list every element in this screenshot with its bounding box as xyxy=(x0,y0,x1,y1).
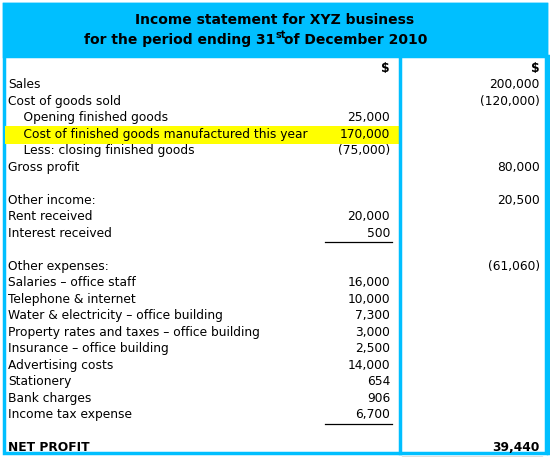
Text: 39,440: 39,440 xyxy=(493,441,540,454)
Text: 25,000: 25,000 xyxy=(347,111,390,124)
Text: Cost of finished goods manufactured this year: Cost of finished goods manufactured this… xyxy=(8,128,307,141)
Text: 200,000: 200,000 xyxy=(490,78,540,91)
Text: 10,000: 10,000 xyxy=(348,293,390,306)
Text: 500: 500 xyxy=(367,227,390,240)
Text: Telephone & internet: Telephone & internet xyxy=(8,293,136,306)
Text: 6,700: 6,700 xyxy=(355,408,390,421)
Text: 170,000: 170,000 xyxy=(340,128,390,141)
Text: 906: 906 xyxy=(367,392,390,405)
Text: Less: closing finished goods: Less: closing finished goods xyxy=(8,144,195,157)
Text: Property rates and taxes – office building: Property rates and taxes – office buildi… xyxy=(8,326,260,339)
Text: Stationery: Stationery xyxy=(8,375,72,388)
Text: Sales: Sales xyxy=(8,78,41,91)
Text: for the period ending 31 of December 2010: for the period ending 31 of December 201… xyxy=(105,33,445,47)
Text: 20,500: 20,500 xyxy=(497,194,540,207)
Text: Insurance – office building: Insurance – office building xyxy=(8,342,169,355)
Text: Other income:: Other income: xyxy=(8,194,96,207)
Text: 654: 654 xyxy=(367,375,390,388)
Text: Water & electricity – office building: Water & electricity – office building xyxy=(8,309,223,322)
Text: Rent received: Rent received xyxy=(8,210,92,223)
Text: Advertising costs: Advertising costs xyxy=(8,359,113,372)
Text: Salaries – office staff: Salaries – office staff xyxy=(8,276,136,289)
Text: st: st xyxy=(275,30,285,40)
Text: (120,000): (120,000) xyxy=(480,95,540,108)
Text: Other expenses:: Other expenses: xyxy=(8,260,109,273)
Text: 16,000: 16,000 xyxy=(348,276,390,289)
Text: (61,060): (61,060) xyxy=(488,260,540,273)
Text: of December 2010: of December 2010 xyxy=(279,33,427,47)
Text: for the period ending 31: for the period ending 31 xyxy=(84,33,275,47)
Text: 7,300: 7,300 xyxy=(355,309,390,322)
Text: 2,500: 2,500 xyxy=(355,342,390,355)
Text: Cost of goods sold: Cost of goods sold xyxy=(8,95,121,108)
Text: $: $ xyxy=(531,62,540,75)
Text: Income statement for XYZ business: Income statement for XYZ business xyxy=(135,13,415,27)
Text: Bank charges: Bank charges xyxy=(8,392,91,405)
Bar xyxy=(5,126,400,144)
Text: 20,000: 20,000 xyxy=(348,210,390,223)
Text: Opening finished goods: Opening finished goods xyxy=(8,111,168,124)
Text: 80,000: 80,000 xyxy=(497,161,540,174)
Text: 3,000: 3,000 xyxy=(355,326,390,339)
Bar xyxy=(4,4,546,56)
Text: Gross profit: Gross profit xyxy=(8,161,79,174)
Text: (75,000): (75,000) xyxy=(338,144,390,157)
Text: NET PROFIT: NET PROFIT xyxy=(8,441,90,454)
Text: Interest received: Interest received xyxy=(8,227,112,240)
Text: $: $ xyxy=(381,62,390,75)
Text: Income tax expense: Income tax expense xyxy=(8,408,132,421)
Bar xyxy=(4,4,546,56)
Text: 14,000: 14,000 xyxy=(348,359,390,372)
